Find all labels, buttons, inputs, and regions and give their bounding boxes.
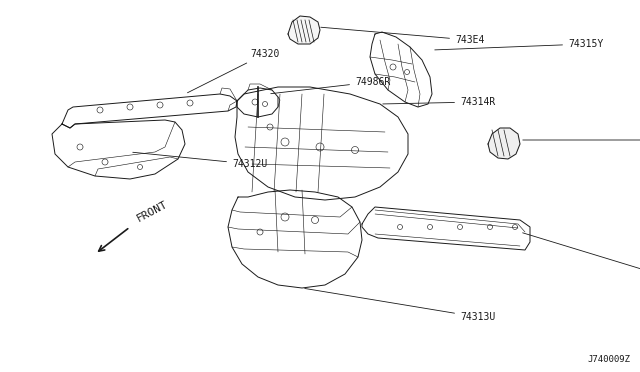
Text: 74321: 74321 (523, 233, 640, 311)
Text: 74320: 74320 (188, 49, 280, 93)
Text: 74315Y: 74315Y (435, 39, 604, 50)
Text: 743E4: 743E4 (321, 27, 484, 45)
Text: 74312U: 74312U (132, 152, 268, 169)
Polygon shape (488, 128, 520, 159)
Text: 743E5: 743E5 (523, 135, 640, 145)
Text: J740009Z: J740009Z (587, 355, 630, 364)
Text: FRONT: FRONT (135, 199, 170, 224)
Polygon shape (288, 16, 320, 44)
Text: 74314R: 74314R (383, 97, 495, 107)
Text: 74986R: 74986R (271, 77, 390, 94)
Text: 74313U: 74313U (305, 288, 495, 322)
